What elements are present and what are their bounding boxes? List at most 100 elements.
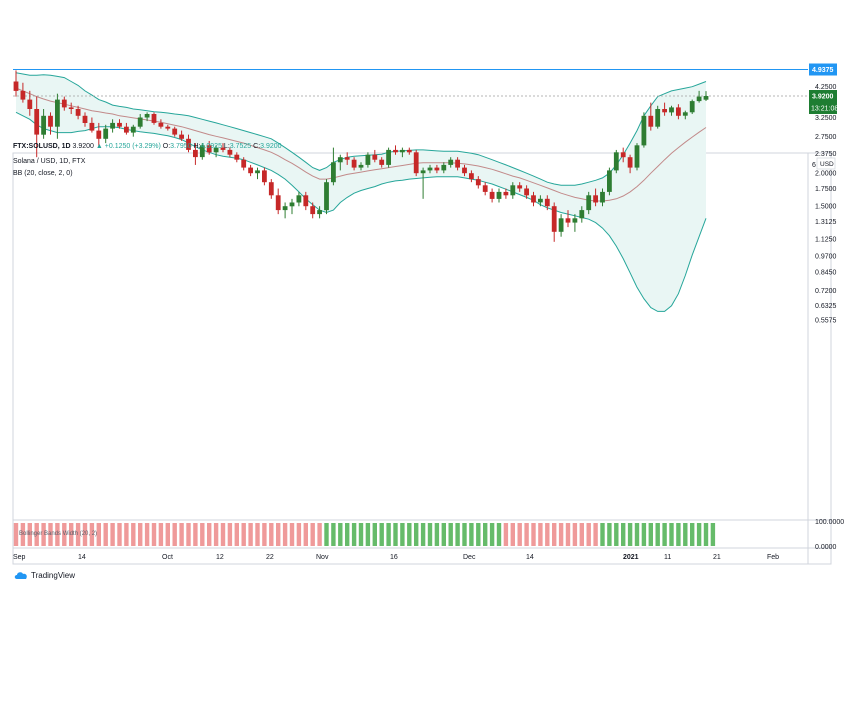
lower-pane-bar	[358, 523, 364, 546]
candle-body	[600, 191, 605, 203]
last-price-value: 3.9200	[72, 143, 94, 150]
candle-body	[517, 185, 523, 189]
hline-price-label: 4.9375	[812, 67, 834, 74]
candle-body	[413, 152, 419, 174]
lower-pane-bar	[414, 523, 419, 546]
lower-pane-bar	[34, 523, 39, 546]
candle-body	[648, 115, 654, 127]
candle-body	[213, 147, 219, 153]
candle-body	[158, 122, 164, 127]
lower-pane-bar	[282, 523, 288, 546]
tradingview-logo[interactable]: TradingView	[14, 571, 75, 580]
lower-pane-bar	[82, 523, 88, 546]
candle-body	[496, 191, 502, 199]
candle-body	[365, 154, 371, 165]
lower-pane-bar	[552, 523, 557, 546]
lower-pane-bar	[365, 523, 371, 546]
candle-body	[427, 167, 433, 171]
lower-pane-bar	[448, 523, 453, 546]
candle-body	[531, 195, 536, 203]
close-value: 3.9200	[260, 143, 282, 150]
lower-pane-bar	[69, 523, 74, 546]
lower-pane-bar	[48, 523, 53, 546]
candle-body	[337, 157, 343, 163]
lower-pane-bar	[565, 523, 571, 546]
countdown-label: 13:21:08	[811, 106, 838, 113]
lower-pane-bar	[683, 523, 688, 546]
candle-body	[255, 170, 260, 174]
candle-body	[275, 195, 281, 211]
lower-pane-bar	[462, 523, 467, 546]
lower-pane-bar	[614, 523, 619, 546]
candle-body	[179, 134, 184, 139]
countdown-label-bg	[809, 102, 837, 114]
legend-subtitle: Solana / USD, 1D, FTX	[13, 158, 86, 165]
lower-pane-bar	[607, 523, 612, 546]
price-tick-label: 0.6325	[815, 303, 837, 310]
lower-pane-bar	[296, 523, 302, 546]
lower-pane-bar	[89, 523, 95, 546]
lower-pane-bar	[517, 523, 522, 546]
legend-indicator[interactable]: BB (20, close, 2, 0)	[13, 170, 73, 177]
lower-pane-bar	[234, 523, 239, 546]
candle-body	[144, 114, 150, 118]
lower-pane-bar	[276, 523, 281, 546]
lower-pane-bar	[27, 523, 32, 546]
candle-body	[420, 170, 426, 174]
lower-pane-bar	[138, 523, 143, 546]
lower-pane-bar	[427, 523, 433, 546]
lower-pane-label: Bollinger Bands Width (20, 2)	[19, 531, 97, 537]
lower-pane-bar	[262, 523, 267, 546]
lower-pane-bar	[13, 523, 19, 546]
tradingview-cloud-icon	[14, 572, 27, 579]
lower-axis-tick-label: 100.0000	[815, 519, 844, 526]
time-tick-label: Dec	[463, 554, 476, 561]
candle-body	[682, 112, 688, 116]
lower-pane-bar	[248, 523, 253, 546]
candle-body	[455, 159, 460, 168]
lower-pane-bar	[648, 523, 653, 546]
lower-pane-bar	[75, 523, 81, 546]
lower-pane-bar	[255, 523, 260, 546]
candle-body	[475, 179, 481, 186]
candle-body	[538, 198, 543, 203]
time-tick-label: Feb	[767, 554, 779, 561]
lower-pane-bar	[641, 523, 647, 546]
lower-pane-bar	[338, 523, 343, 546]
candle-body	[613, 152, 619, 171]
lower-pane-bar	[124, 523, 129, 546]
candle-body	[689, 101, 695, 113]
lower-pane-bar	[669, 523, 674, 546]
lower-pane-bar	[386, 523, 391, 546]
candle-body	[262, 170, 267, 183]
currency-button[interactable]	[816, 157, 836, 170]
lower-pane-bar	[317, 523, 322, 546]
candle-body	[669, 107, 674, 113]
lower-pane-bar	[393, 523, 398, 546]
time-tick-label: 14	[78, 554, 86, 561]
candle-body	[434, 167, 440, 171]
candle-body	[41, 115, 46, 135]
lower-pane-bar	[379, 523, 384, 546]
candle-body	[137, 117, 143, 127]
lower-pane-bar	[593, 523, 598, 546]
price-tick-label: 0.5575	[815, 317, 837, 324]
bb-upper-line	[15, 72, 707, 186]
lower-pane-bar	[213, 523, 219, 546]
time-tick-label: Sep	[13, 554, 26, 561]
candle-body	[572, 218, 578, 223]
candle-body	[241, 159, 247, 168]
lower-pane-bar	[96, 523, 101, 546]
time-tick-label: 11	[664, 554, 671, 561]
candle-body	[344, 157, 350, 160]
lower-pane-bar	[220, 523, 226, 546]
lower-pane-bar	[62, 523, 67, 546]
candle-body	[489, 191, 495, 199]
candle-body	[641, 115, 647, 146]
lower-pane-bar	[469, 523, 474, 546]
lower-pane-bar	[110, 523, 115, 546]
chart-frame	[12, 152, 832, 565]
candle-body	[82, 115, 88, 123]
time-tick-label: 2021	[623, 554, 639, 561]
lower-pane-bar	[586, 523, 591, 546]
